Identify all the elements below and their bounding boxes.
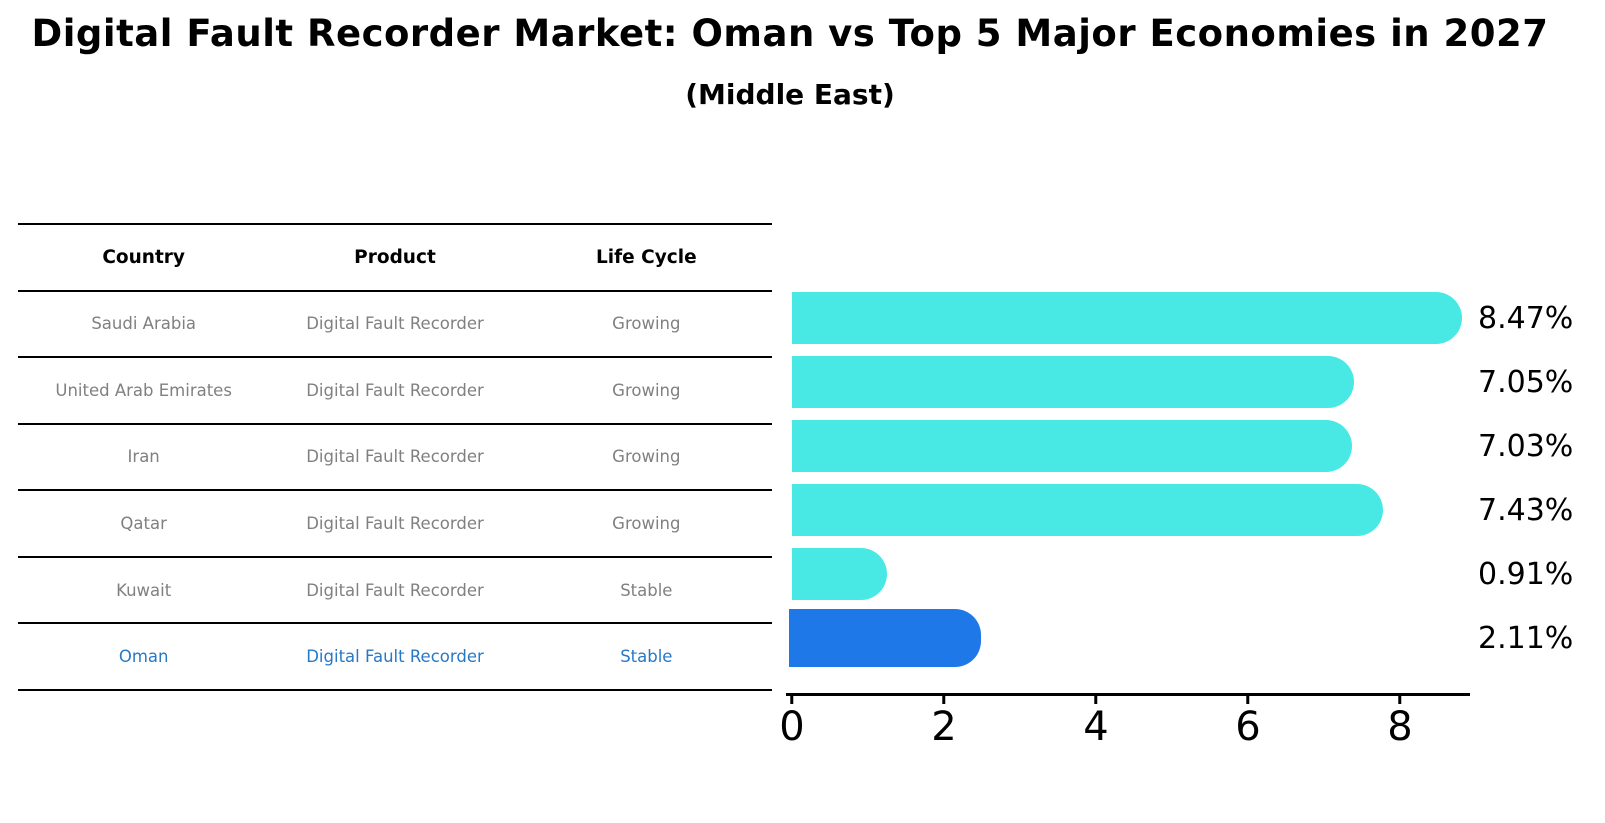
bar-row: 2.11% [789, 606, 1605, 670]
col-header-life-cycle: Life Cycle [595, 246, 697, 268]
bar-row: 8.47% [792, 286, 1605, 350]
cell-life-cycle: Growing [612, 380, 681, 400]
bar-united-arab-emirates [792, 356, 1354, 408]
tick-mark [1246, 693, 1250, 704]
bar-row: 7.05% [792, 350, 1605, 414]
cell-product: Digital Fault Recorder [306, 647, 484, 667]
x-tick: 2 [931, 693, 957, 750]
tick-label: 4 [1083, 704, 1109, 750]
bar-iran [792, 420, 1353, 472]
table-row: Iran Digital Fault Recorder Growing [18, 425, 772, 492]
x-tick: 4 [1083, 693, 1109, 750]
tick-mark [942, 693, 946, 704]
cell-life-cycle: Stable [620, 647, 673, 667]
cell-product: Digital Fault Recorder [306, 513, 484, 533]
x-tick: 0 [779, 693, 805, 750]
cell-country: Oman [118, 647, 169, 667]
tick-mark [1094, 693, 1098, 704]
value-label: 7.43% [1478, 492, 1574, 528]
value-label: 7.03% [1478, 428, 1574, 464]
bar-row: 7.43% [792, 478, 1605, 542]
x-axis: 0 2 4 6 8 [779, 693, 1486, 763]
tick-label: 2 [931, 704, 957, 750]
cell-life-cycle: Growing [612, 513, 681, 533]
cell-country: Qatar [120, 513, 167, 533]
value-label: 0.91% [1478, 556, 1574, 592]
table-header-row: Country Product Life Cycle [18, 225, 772, 292]
tick-label: 8 [1387, 704, 1413, 750]
cell-country: Saudi Arabia [91, 314, 197, 334]
country-table: Country Product Life Cycle Saudi Arabia … [18, 223, 772, 691]
bar-row: 0.91% [792, 542, 1605, 606]
cell-life-cycle: Growing [612, 447, 681, 467]
cell-life-cycle: Growing [612, 314, 681, 334]
table-row: Saudi Arabia Digital Fault Recorder Grow… [18, 292, 772, 359]
tick-mark [790, 693, 794, 704]
tick-mark [1398, 693, 1402, 704]
cell-country: Iran [127, 447, 160, 467]
col-header-country: Country [102, 246, 185, 268]
value-label: 2.11% [1478, 620, 1574, 656]
bar-qatar [792, 484, 1383, 536]
x-axis-line [786, 693, 1470, 696]
bar-oman-highlighted [789, 609, 982, 667]
bar-chart: 8.47% 7.05% 7.03% 7.43% 0.91% 2.11% [789, 286, 1605, 670]
table-row: United Arab Emirates Digital Fault Recor… [18, 358, 772, 425]
cell-life-cycle: Stable [620, 580, 673, 600]
table-row: Kuwait Digital Fault Recorder Stable [18, 558, 772, 625]
cell-product: Digital Fault Recorder [306, 580, 484, 600]
cell-product: Digital Fault Recorder [306, 447, 484, 467]
cell-product: Digital Fault Recorder [306, 380, 484, 400]
tick-label: 0 [779, 704, 805, 750]
chart-title: Digital Fault Recorder Market: Oman vs T… [31, 12, 1549, 55]
cell-country: United Arab Emirates [55, 380, 232, 400]
tick-label: 6 [1235, 704, 1261, 750]
cell-product: Digital Fault Recorder [306, 314, 484, 334]
x-tick: 6 [1235, 693, 1261, 750]
bar-row: 7.03% [792, 414, 1605, 478]
x-tick: 8 [1387, 693, 1413, 750]
cell-country: Kuwait [116, 580, 172, 600]
value-label: 7.05% [1478, 364, 1574, 400]
value-label: 8.47% [1478, 300, 1574, 336]
bar-saudi-arabia [792, 292, 1462, 344]
table-row-oman-highlighted: Oman Digital Fault Recorder Stable [18, 624, 772, 691]
table-row: Qatar Digital Fault Recorder Growing [18, 491, 772, 558]
chart-subtitle: (Middle East) [685, 78, 895, 111]
bar-kuwait [792, 548, 888, 600]
col-header-product: Product [354, 246, 436, 268]
